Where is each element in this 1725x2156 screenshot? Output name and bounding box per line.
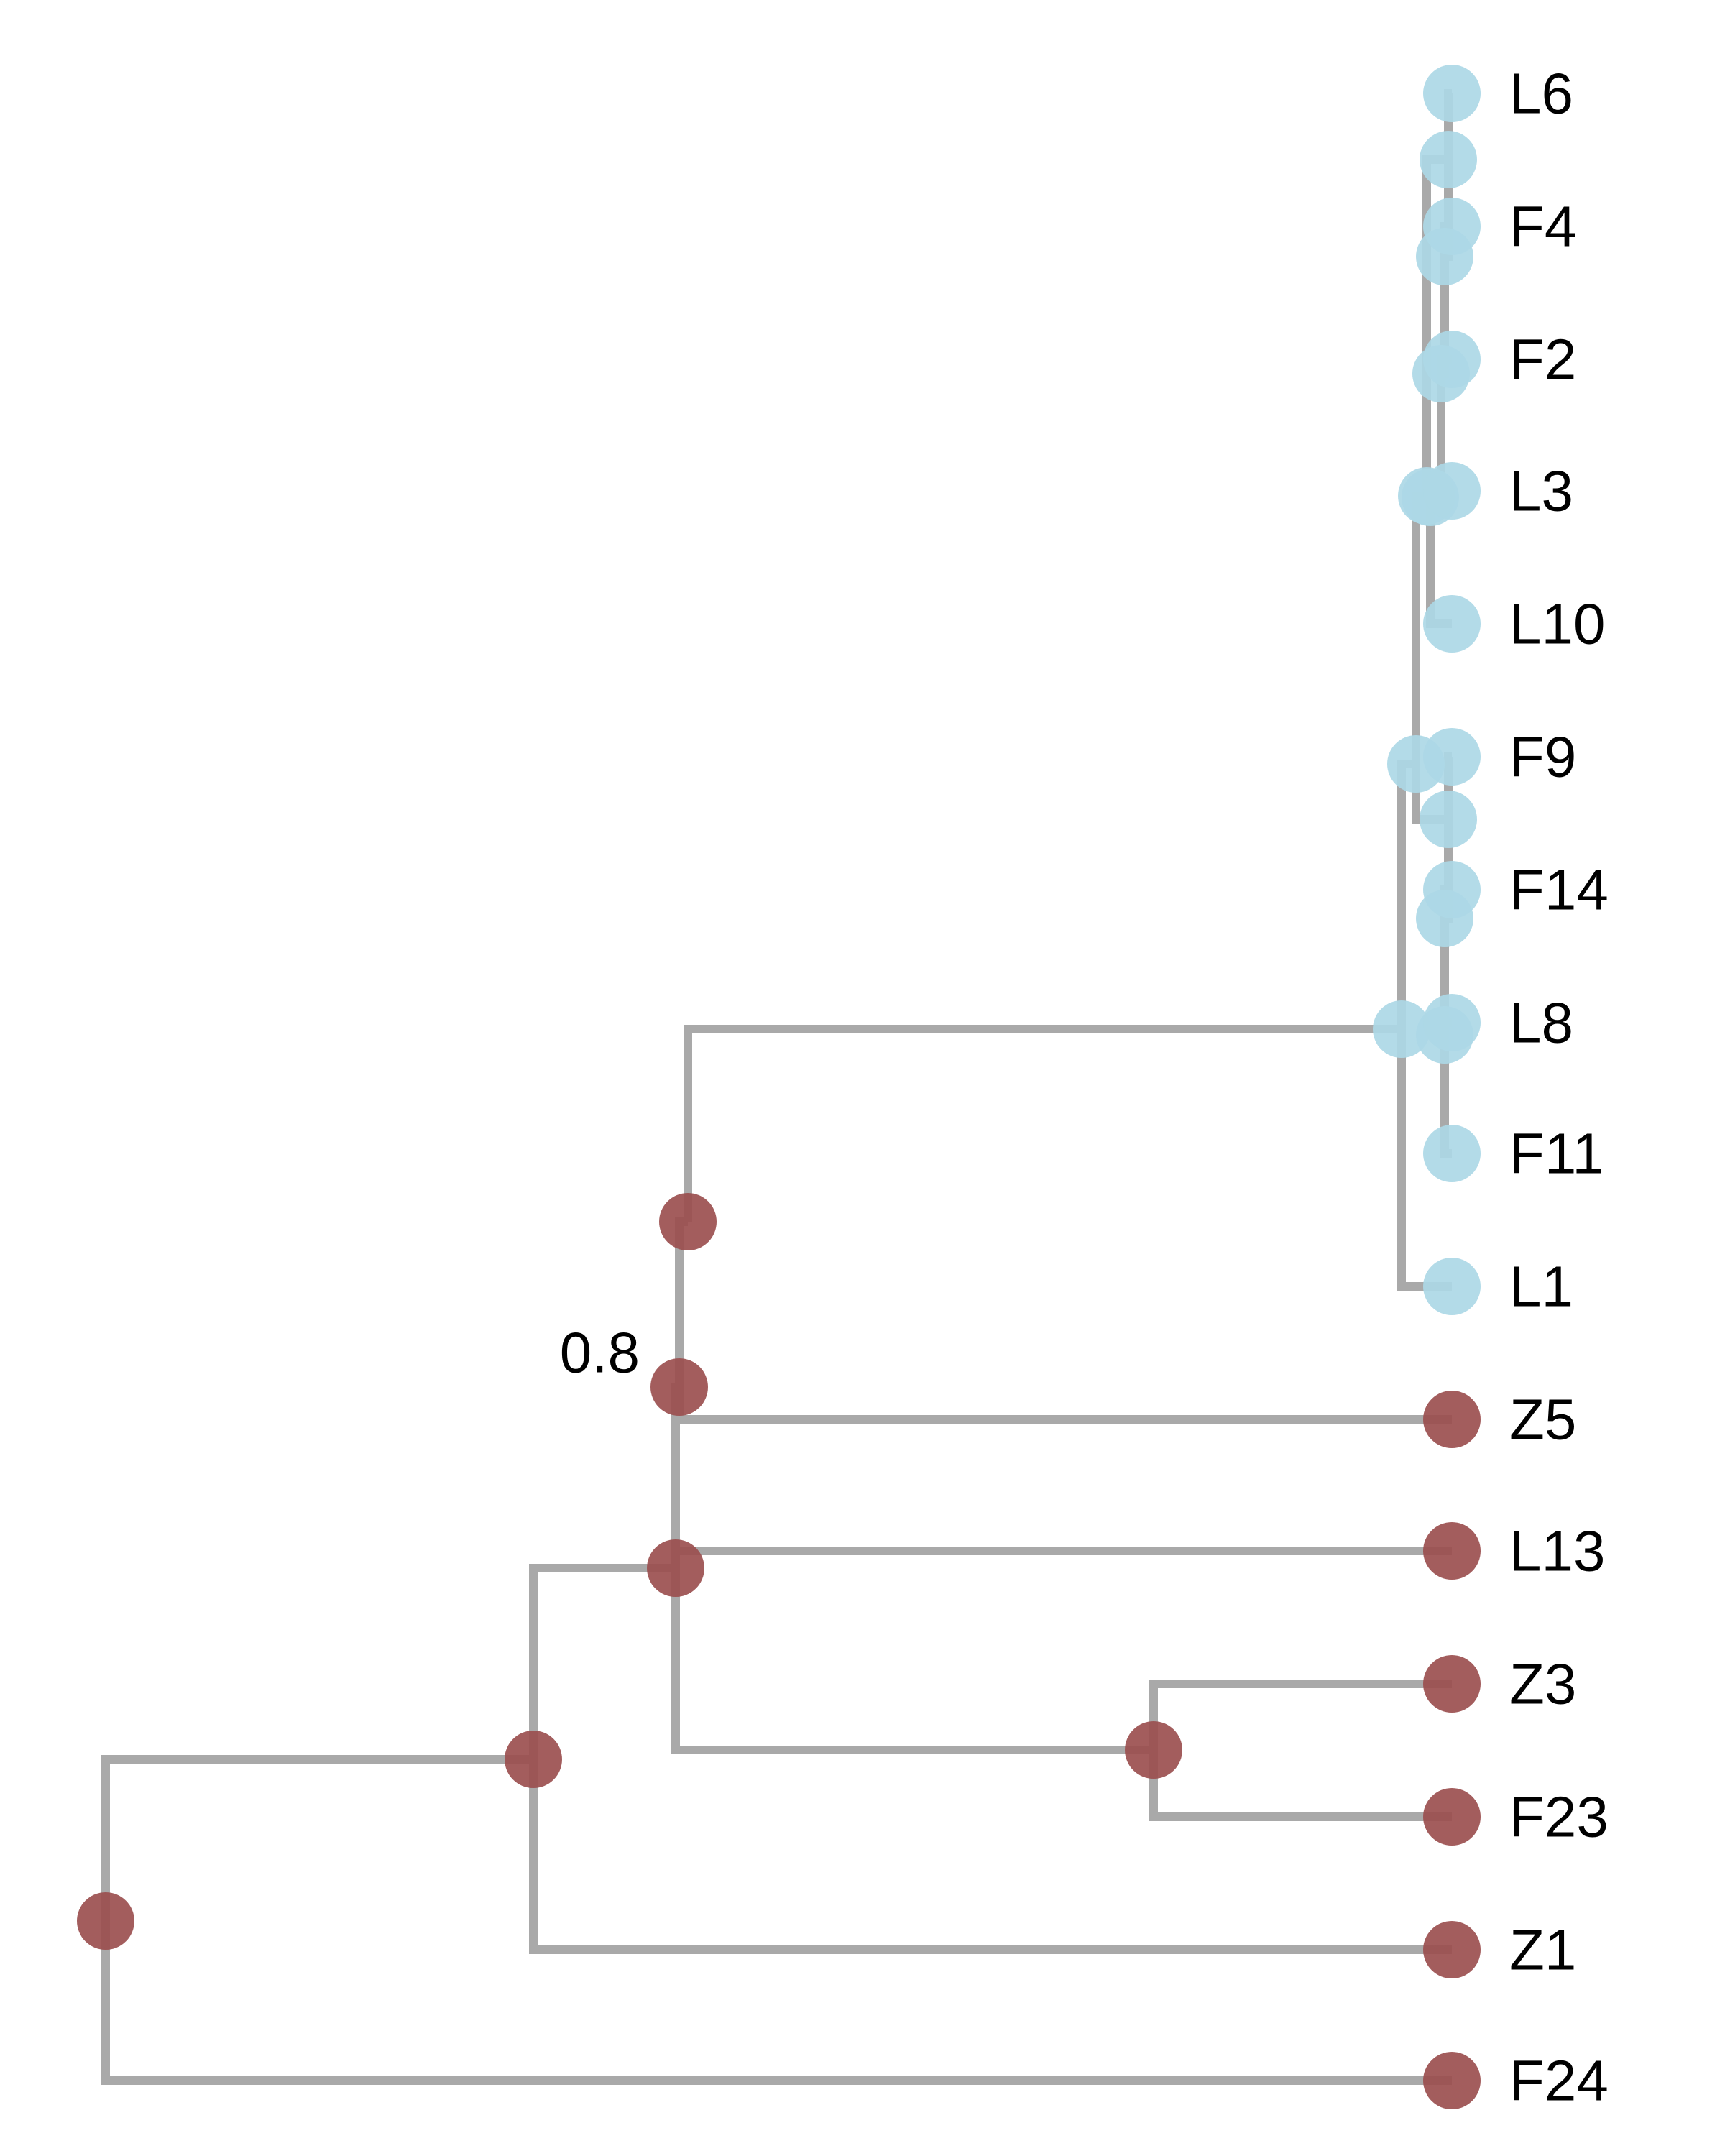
tip-node-l8 <box>1423 994 1481 1051</box>
tip-label-l3: L3 <box>1509 459 1573 523</box>
tip-labels: L6 F4 F2 L3 L10 F9 F14 L8 F11 L1 Z5 L13 Z3 F23 Z1 F24 <box>1509 62 1609 2113</box>
tip-label-z3: Z3 <box>1509 1652 1576 1716</box>
branch-n_l13-n_z3 <box>671 1568 1154 1754</box>
internal-node-n_big <box>659 1193 717 1250</box>
tip-label-f2: F2 <box>1509 328 1576 392</box>
tree-branches <box>101 89 1453 2085</box>
tip-label-z5: Z5 <box>1509 1388 1576 1452</box>
tip-label-l8: L8 <box>1509 991 1573 1055</box>
tip-node-f11 <box>1423 1125 1481 1182</box>
tip-label-f14: F14 <box>1509 858 1609 922</box>
branch-n_z1-Z1 <box>529 1759 1452 1954</box>
tip-label-f4: F4 <box>1509 195 1576 259</box>
tip-node-z5 <box>1423 1391 1481 1448</box>
branch-n_z3-Z3 <box>1149 1680 1452 1750</box>
internal-node-n_aroot <box>1373 1000 1430 1058</box>
support-labels: 0.8 <box>560 1321 640 1385</box>
tip-label-f9: F9 <box>1509 725 1576 789</box>
internal-node-n_root <box>77 1892 134 1950</box>
tip-node-l1 <box>1423 1258 1481 1315</box>
tree-nodes <box>77 65 1481 2109</box>
branch-n_root-F24 <box>101 1921 1452 2085</box>
internal-node-n_f9 <box>1420 791 1477 848</box>
branch-n_z5-Z5 <box>675 1387 1452 1424</box>
branch-n_big-n_aroot <box>684 1025 1402 1222</box>
tip-node-f9 <box>1423 728 1481 786</box>
support-value-label: 0.8 <box>560 1321 640 1385</box>
tip-node-f14 <box>1423 861 1481 918</box>
tip-node-z3 <box>1423 1655 1481 1713</box>
internal-node-n_z3 <box>1125 1721 1182 1779</box>
tip-label-f11: F11 <box>1509 1122 1604 1186</box>
tip-node-f4 <box>1423 198 1481 255</box>
tip-node-l6 <box>1423 65 1481 122</box>
tip-label-l1: L1 <box>1509 1255 1573 1319</box>
tip-node-l13 <box>1423 1522 1481 1580</box>
tip-label-f23: F23 <box>1509 1785 1609 1849</box>
tip-node-l10 <box>1423 595 1481 653</box>
internal-node-n_l6 <box>1420 131 1477 188</box>
tip-label-z1: Z1 <box>1509 1918 1576 1982</box>
tip-node-f24 <box>1423 2052 1481 2109</box>
tip-label-l6: L6 <box>1509 62 1573 126</box>
tip-node-l3 <box>1423 462 1481 520</box>
branch-n_z1-n_l13 <box>529 1564 676 1759</box>
branch-n_l13-L13 <box>671 1547 1452 1568</box>
tip-node-f2 <box>1423 331 1481 388</box>
branch-n_z3-F23 <box>1149 1750 1452 1821</box>
internal-node-n_l13 <box>647 1539 704 1597</box>
internal-node-n_z1 <box>505 1731 562 1788</box>
tip-label-f24: F24 <box>1509 2049 1609 2113</box>
internal-node-n_z5 <box>650 1358 708 1416</box>
tip-node-f23 <box>1423 1788 1481 1846</box>
branch-n_root-n_z1 <box>101 1755 533 1921</box>
tip-label-l10: L10 <box>1509 592 1605 656</box>
tip-label-l13: L13 <box>1509 1519 1605 1583</box>
tip-node-z1 <box>1423 1921 1481 1978</box>
